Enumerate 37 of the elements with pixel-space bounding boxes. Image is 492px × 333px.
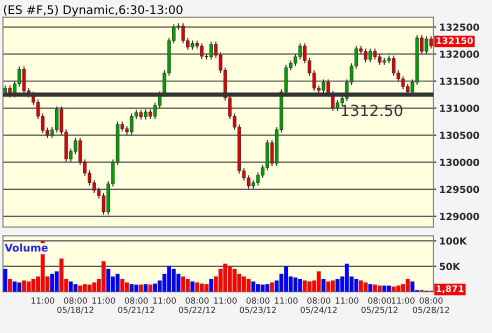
bar bbox=[209, 278, 214, 292]
y-tick-label: 132000 bbox=[440, 50, 480, 58]
x-tick-label: 11:00 bbox=[392, 297, 414, 304]
y-tick-label: 129000 bbox=[440, 212, 480, 220]
x-tick-label: 11:00 bbox=[336, 297, 358, 304]
x-tick-label: 11:00 bbox=[274, 297, 298, 304]
text: Volume bbox=[4, 244, 48, 252]
bar bbox=[270, 282, 274, 292]
y-tick-label: 100K bbox=[440, 237, 468, 245]
y-tick-label: 50K bbox=[440, 262, 460, 270]
text: 1,871 bbox=[436, 285, 464, 294]
y-tick-label: 130000 bbox=[440, 158, 480, 166]
bar bbox=[144, 284, 148, 292]
y-tick-label: 131500 bbox=[440, 78, 480, 85]
bar bbox=[50, 274, 54, 292]
bar bbox=[124, 282, 129, 292]
text: 132150 bbox=[436, 37, 473, 44]
y-tick-label: 130500 bbox=[440, 132, 480, 140]
x-tick-label: 08:00 05/22/12 bbox=[178, 297, 216, 314]
x-tick-label: 11:00 bbox=[153, 297, 176, 304]
x-tick-label: 08:00 05/21/12 bbox=[118, 297, 154, 314]
bar bbox=[322, 278, 326, 292]
y-tick-label: 129500 bbox=[440, 186, 480, 194]
x-tick-label: 11:00 bbox=[214, 297, 237, 304]
y-tick-label: 131000 bbox=[440, 104, 480, 112]
y-tick-label: 132500 bbox=[440, 24, 480, 31]
bar bbox=[148, 284, 152, 292]
bar bbox=[3, 268, 8, 292]
x-tick-label: 11:00 bbox=[92, 297, 116, 304]
bar bbox=[190, 282, 194, 292]
x-tick-label: 08:00 05/23/12 bbox=[240, 297, 276, 314]
x-tick-label: 08:00 05/18/12 bbox=[57, 297, 94, 314]
x-tick-label: 11:00 bbox=[32, 297, 54, 304]
bar bbox=[8, 278, 12, 292]
bar bbox=[139, 284, 143, 292]
chart-title: (ES #F,5) Dynamic,6:30-13:00 bbox=[4, 4, 182, 16]
x-tick-label: 08:00 05/24/12 bbox=[300, 297, 337, 314]
